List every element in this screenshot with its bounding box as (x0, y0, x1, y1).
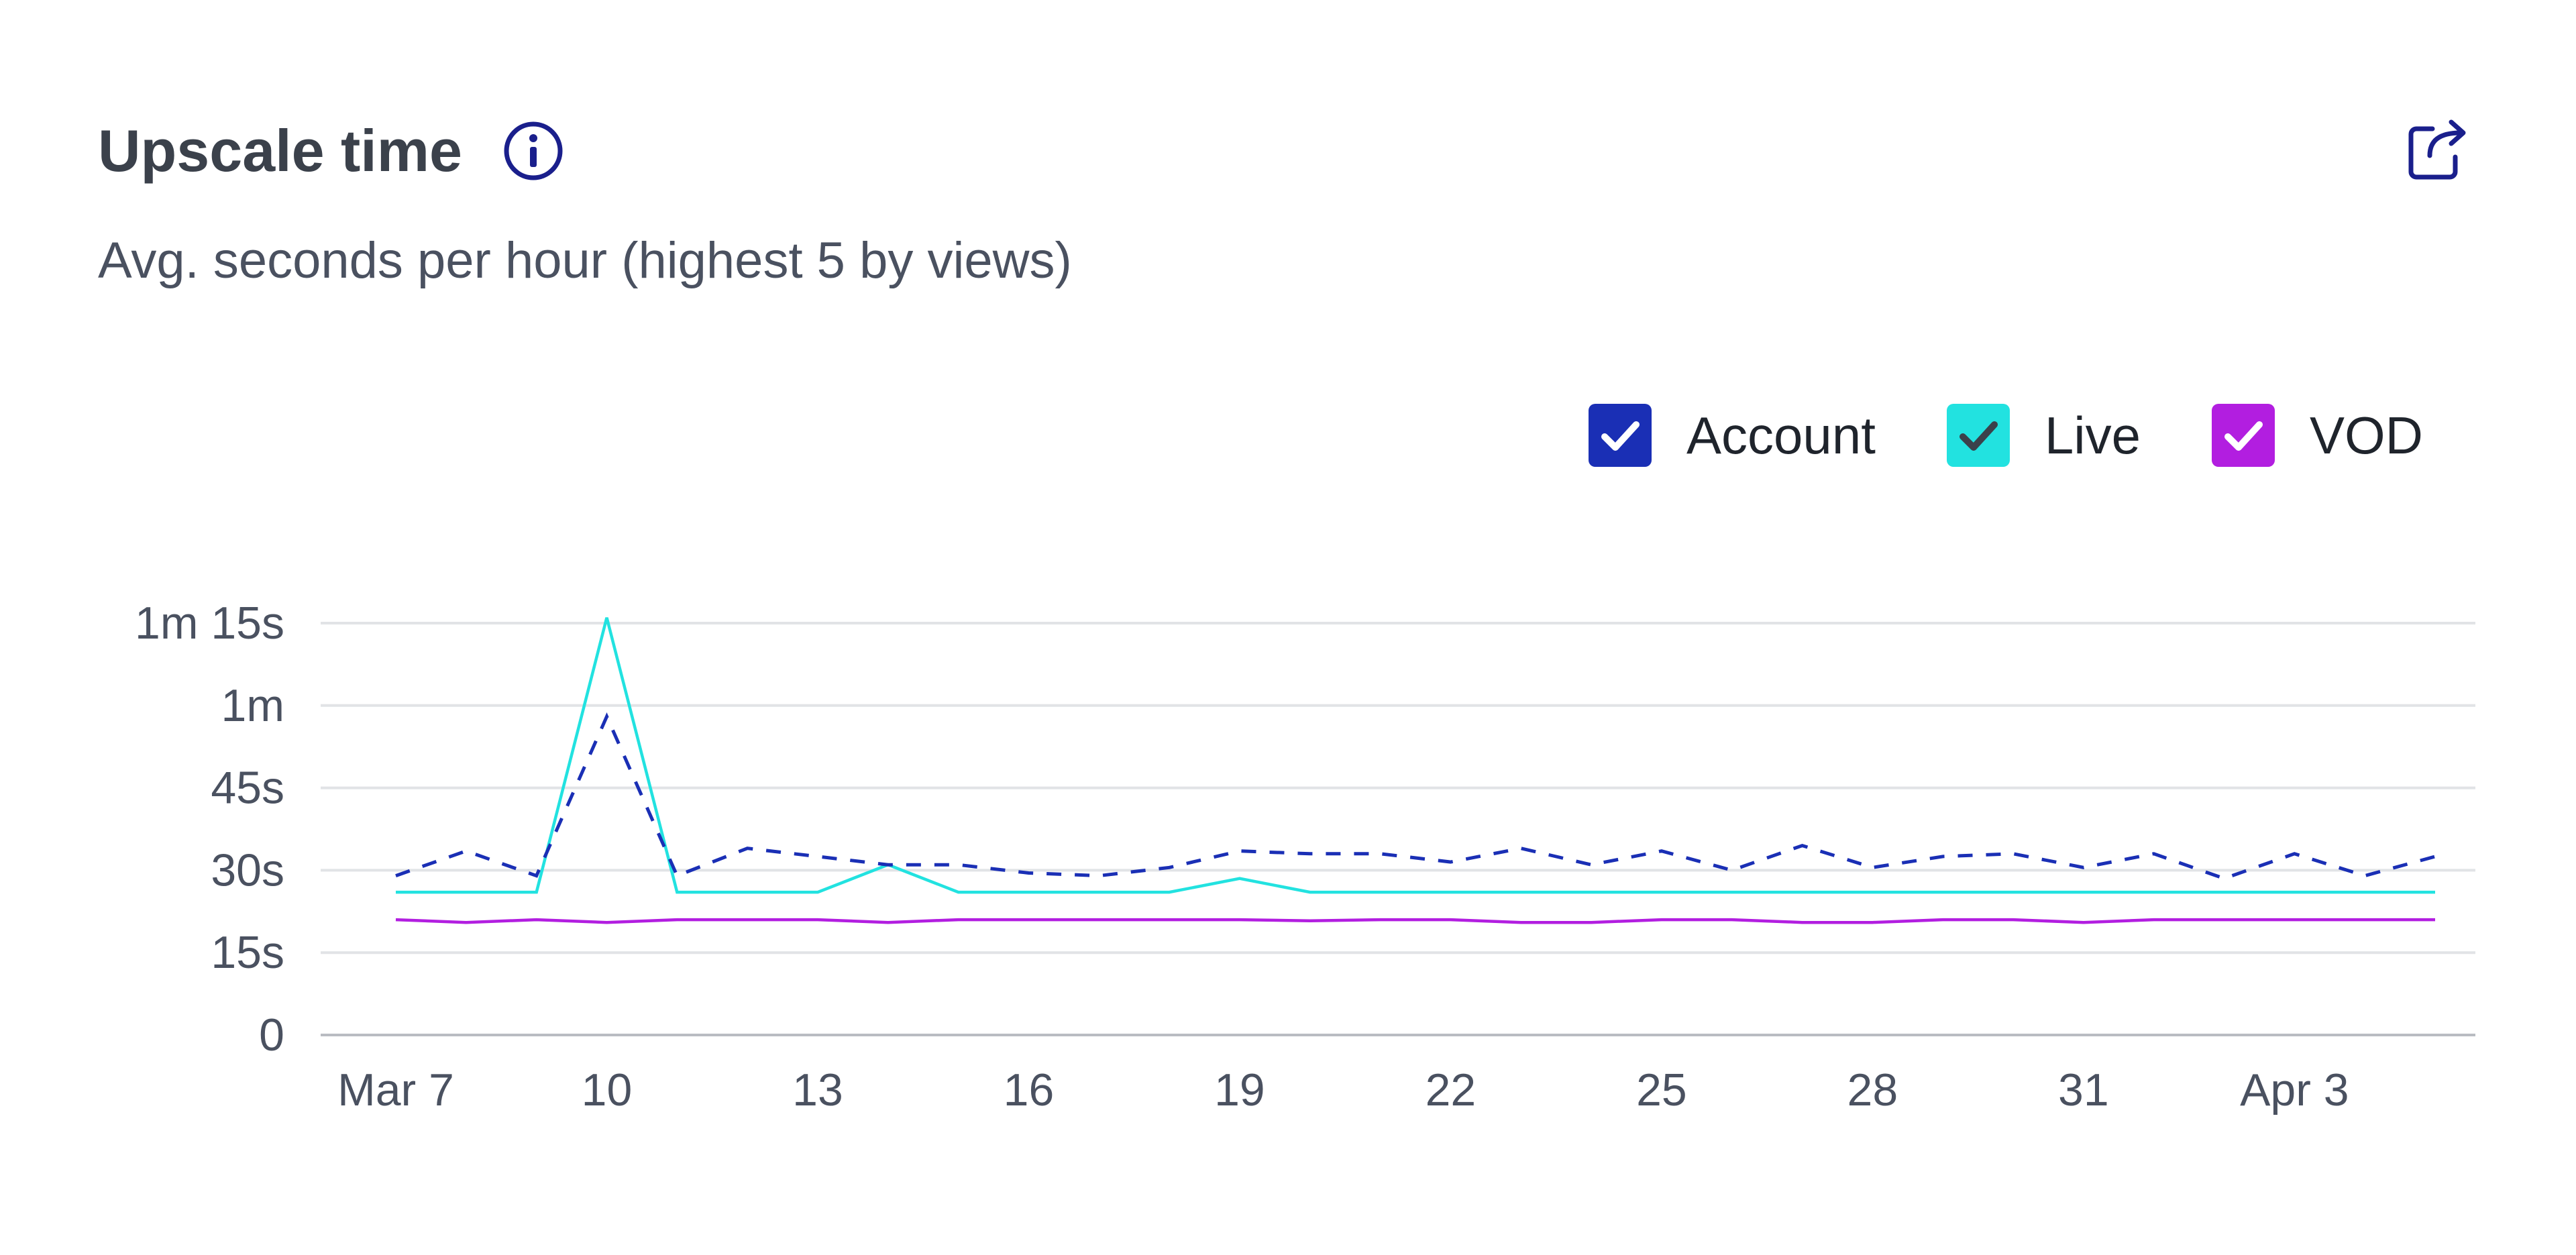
checkmark-icon (1959, 421, 1998, 451)
account-checkbox[interactable] (1589, 404, 1652, 467)
legend-label-account: Account (1686, 405, 1876, 465)
y-tick-label: 1m 15s (135, 598, 284, 649)
x-tick-label: 25 (1636, 1065, 1687, 1115)
y-tick-label: 0 (259, 1010, 284, 1060)
x-tick-label: 13 (792, 1065, 843, 1115)
y-tick-label: 1m (221, 680, 284, 731)
x-tick-label: 28 (1847, 1065, 1898, 1115)
checkmark-icon (1601, 421, 1640, 451)
series-line-account (395, 712, 2436, 881)
x-tick-label: 16 (1004, 1065, 1055, 1115)
series-line-vod (395, 918, 2435, 924)
y-tick-label: 15s (211, 927, 284, 978)
legend-label-vod: VOD (2309, 405, 2423, 465)
series-line-live (396, 617, 2435, 894)
export-icon[interactable] (2403, 114, 2473, 184)
checkmark-icon (2224, 421, 2263, 451)
vod-checkbox[interactable] (2211, 404, 2275, 467)
legend-label-live: Live (2044, 405, 2141, 465)
x-tick-label: Mar 7 (337, 1065, 454, 1115)
y-tick-label: 45s (211, 763, 284, 814)
info-icon[interactable] (502, 120, 564, 182)
x-tick-label: 22 (1426, 1065, 1477, 1115)
legend-item-account[interactable]: Account (1589, 404, 1876, 467)
legend-item-live[interactable]: Live (1946, 404, 2141, 467)
x-tick-label: 31 (2058, 1065, 2109, 1115)
title-row: Upscale time (98, 111, 564, 191)
y-tick-label: 30s (211, 844, 284, 895)
legend-item-vod[interactable]: VOD (2211, 404, 2423, 467)
chart-subtitle: Avg. seconds per hour (highest 5 by view… (98, 232, 1072, 289)
chart-title: Upscale time (98, 117, 462, 184)
x-tick-label: 19 (1214, 1065, 1265, 1115)
live-checkbox[interactable] (1946, 404, 2010, 467)
chart-legend: Account Live VOD (1589, 404, 2423, 467)
x-tick-label: 10 (582, 1065, 633, 1115)
x-tick-label: Apr 3 (2240, 1065, 2349, 1115)
